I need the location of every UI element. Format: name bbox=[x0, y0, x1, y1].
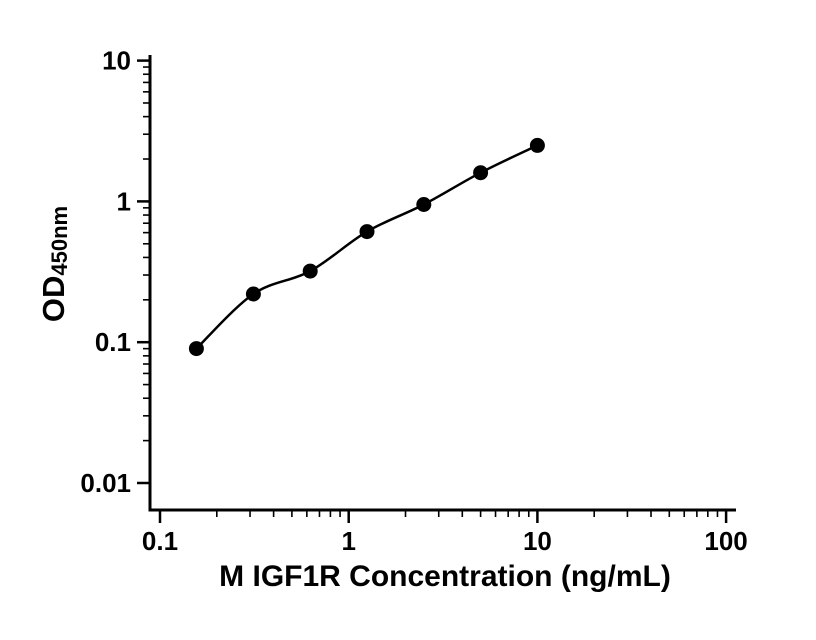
data-point bbox=[529, 137, 545, 153]
data-point bbox=[416, 197, 432, 212]
y-axis-title: OD 450nm bbox=[32, 164, 76, 364]
y-tick-label: 0.01 bbox=[80, 468, 131, 498]
y-tick-label: 10 bbox=[102, 46, 131, 76]
data-point bbox=[302, 263, 318, 279]
x-axis-title: M IGF1R Concentration (ng/mL) bbox=[219, 560, 671, 593]
y-tick-label: 0.1 bbox=[95, 327, 131, 357]
x-tick-label: 100 bbox=[704, 526, 747, 556]
data-point bbox=[188, 341, 204, 357]
x-tick-label: 10 bbox=[523, 526, 552, 556]
y-axis-title-main: OD bbox=[36, 275, 71, 323]
data-point bbox=[359, 224, 375, 240]
x-tick-label: 1 bbox=[341, 526, 355, 556]
data-point bbox=[245, 286, 261, 302]
y-tick-label: 1 bbox=[117, 186, 131, 216]
y-axis-title-subscript: 450nm bbox=[47, 205, 72, 276]
data-point bbox=[473, 165, 489, 181]
x-tick-label: 0.1 bbox=[142, 526, 178, 556]
